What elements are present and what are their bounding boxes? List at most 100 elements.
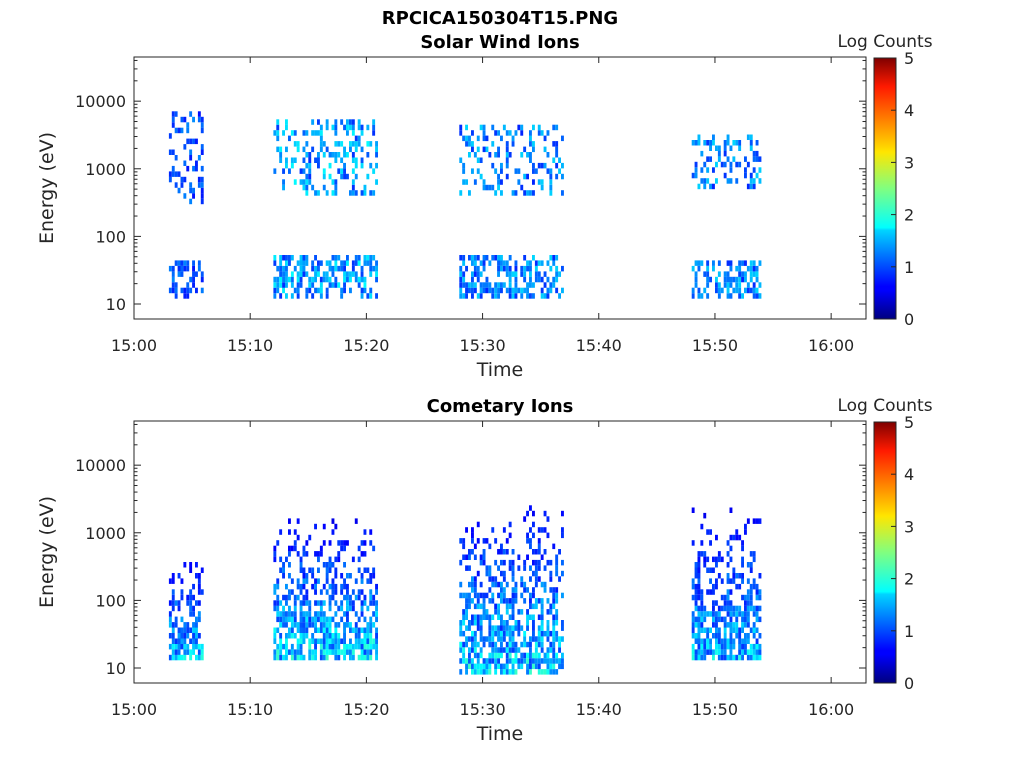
spectrogram-cell	[532, 559, 535, 566]
x-tick-label: 15:40	[576, 336, 622, 355]
spectrogram-cell	[537, 636, 541, 642]
spectrogram-cell	[319, 141, 323, 147]
spectrogram-cell	[511, 630, 515, 637]
spectrogram-cell	[732, 638, 736, 644]
spectrogram-cell	[311, 293, 315, 299]
spectrogram-cell	[189, 138, 193, 145]
spectrogram-cell	[276, 605, 280, 612]
spectrogram-cell	[497, 260, 500, 266]
spectrogram-cell	[372, 130, 376, 136]
spectrogram-cell	[726, 600, 730, 606]
spectrogram-cell	[351, 157, 355, 163]
spectrogram-cell	[744, 523, 747, 530]
spectrogram-cell	[697, 567, 701, 573]
spectrogram-cell	[726, 594, 730, 601]
spectrogram-cell	[337, 540, 341, 546]
spectrogram-cell	[276, 627, 280, 633]
spectrogram-cell	[366, 260, 370, 266]
spectrogram-cell	[749, 654, 753, 661]
spectrogram-cell	[726, 611, 730, 617]
spectrogram-cell	[290, 633, 294, 639]
spectrogram-cell	[700, 627, 704, 633]
spectrogram-cell	[523, 265, 527, 272]
spectrogram-cell	[197, 589, 201, 595]
spectrogram-cell	[523, 276, 527, 283]
spectrogram-cell	[561, 559, 564, 566]
spectrogram-cell	[508, 636, 512, 642]
spectrogram-cell	[305, 255, 309, 261]
spectrogram-cell	[299, 627, 303, 633]
spectrogram-cell	[720, 161, 724, 168]
spectrogram-cell	[700, 167, 704, 173]
spectrogram-cell	[726, 638, 730, 644]
spectrogram-cell	[491, 162, 495, 169]
spectrogram-cell	[497, 636, 500, 642]
spectrogram-cell	[752, 287, 756, 294]
spectrogram-cell	[497, 255, 500, 261]
x-tick-label: 15:20	[343, 700, 389, 719]
spectrogram-cell	[299, 616, 303, 623]
spectrogram-cell	[465, 265, 468, 272]
spectrogram-cell	[715, 145, 718, 151]
spectrogram-cell	[346, 649, 349, 655]
spectrogram-cell	[726, 578, 730, 584]
spectrogram-cell	[500, 636, 503, 642]
spectrogram-cell	[343, 282, 346, 288]
spectrogram-cell	[720, 287, 724, 294]
spectrogram-cell	[197, 260, 201, 266]
spectrogram-cell	[357, 260, 361, 266]
spectrogram-cell	[317, 271, 320, 277]
spectrogram-cell	[314, 643, 317, 650]
spectrogram-cell	[540, 293, 544, 299]
spectrogram-cell	[549, 576, 553, 582]
spectrogram-cell	[462, 282, 466, 288]
spectrogram-cell	[482, 282, 486, 288]
spectrogram-cell	[526, 614, 529, 620]
spectrogram-cell	[308, 168, 312, 174]
spectrogram-cell	[552, 141, 556, 147]
spectrogram-cell	[514, 190, 518, 196]
spectrogram-cell	[552, 276, 556, 283]
spectrogram-cell	[192, 165, 195, 172]
spectrogram-cell	[372, 600, 376, 606]
spectrogram-cell	[473, 603, 477, 610]
spectrogram-cell	[529, 614, 532, 620]
spectrogram-cell	[337, 633, 341, 639]
spectrogram-cell	[508, 152, 512, 158]
spectrogram-cell	[346, 589, 349, 595]
spectrogram-cell	[189, 589, 193, 595]
spectrogram-cell	[555, 276, 559, 283]
spectrogram-cell	[746, 265, 750, 272]
spectrogram-cell	[354, 146, 358, 153]
x-tick-label: 15:00	[111, 700, 157, 719]
spectrogram-cell	[375, 643, 378, 650]
spectrogram-cell	[290, 649, 294, 655]
spectrogram-cell	[479, 614, 483, 620]
spectrogram-cell	[349, 654, 352, 661]
spectrogram-cell	[343, 594, 346, 601]
spectrogram-cell	[328, 600, 332, 606]
spectrogram-cell	[552, 663, 556, 670]
spectrogram-cell	[468, 663, 471, 670]
spectrogram-cell	[334, 260, 338, 266]
colorbar-tick-label: 4	[904, 101, 914, 120]
spectrogram-cell	[363, 260, 367, 266]
spectrogram-cell	[717, 145, 721, 151]
spectrogram-cell	[200, 649, 204, 655]
spectrogram-cell	[706, 567, 710, 573]
spectrogram-cell	[273, 545, 277, 552]
spectrogram-cell	[192, 271, 195, 277]
spectrogram-cell	[552, 625, 556, 631]
spectrogram-cell	[697, 594, 701, 601]
spectrogram-cell	[746, 611, 750, 617]
spectrogram-cell	[288, 589, 291, 595]
spectrogram-cell	[317, 616, 320, 623]
spectrogram-cell	[183, 144, 187, 150]
spectrogram-cell	[505, 173, 509, 180]
spectrogram-cell	[462, 276, 466, 283]
spectrogram-cell	[746, 578, 750, 584]
spectrogram-cell	[346, 152, 349, 158]
spectrogram-cell	[319, 260, 323, 266]
spectrogram-cell	[532, 168, 535, 174]
spectrogram-cell	[715, 562, 718, 568]
